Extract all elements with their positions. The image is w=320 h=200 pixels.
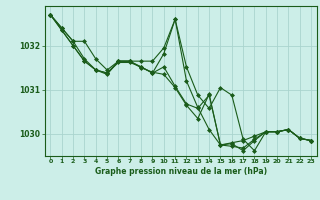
X-axis label: Graphe pression niveau de la mer (hPa): Graphe pression niveau de la mer (hPa) xyxy=(95,167,267,176)
